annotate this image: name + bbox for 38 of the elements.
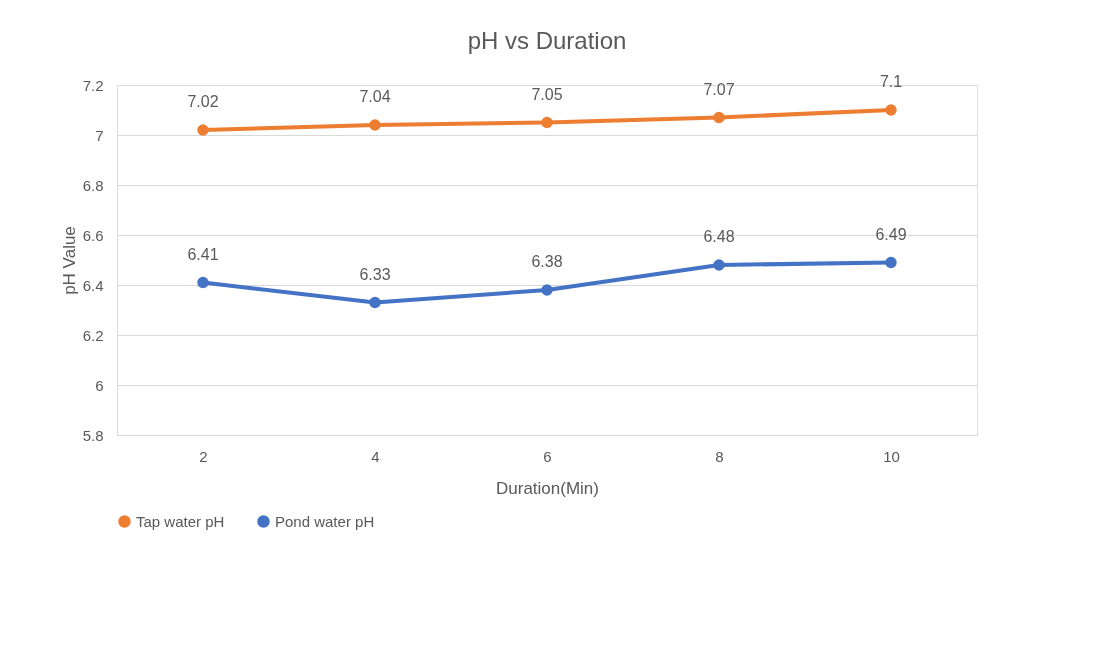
point [541, 116, 553, 129]
y-tick-label: 6.2 [82, 326, 104, 344]
data-label: 7.07 [703, 80, 735, 98]
point [197, 276, 209, 289]
point [369, 296, 381, 309]
point [541, 284, 553, 296]
data-label: 6.33 [359, 265, 391, 283]
x-tick-label: 10 [883, 447, 900, 465]
point [713, 111, 725, 124]
data-label: 7.05 [531, 85, 563, 103]
y-tick-label: 6.4 [82, 276, 104, 294]
y-tick-label: 7 [95, 126, 104, 144]
legend-label: Pond water pH [275, 512, 375, 530]
x-tick-label: 8 [715, 447, 724, 465]
data-label: 7.1 [879, 73, 903, 90]
legend-label: Tap water pH [136, 512, 225, 530]
point [713, 259, 725, 271]
x-tick-label: 4 [371, 447, 380, 465]
y-axis-title: pH Value [59, 226, 79, 295]
y-tick-label: 6.6 [82, 226, 104, 244]
data-label: 7.04 [359, 88, 391, 105]
point [369, 119, 381, 131]
data-label: 6.49 [875, 225, 907, 243]
x-tick-label: 6 [543, 447, 552, 465]
data-label: 6.38 [531, 253, 563, 270]
chart-title: pH vs Duration [467, 27, 627, 54]
point [885, 256, 897, 269]
data-label: 6.48 [703, 228, 735, 245]
y-tick-label: 6.8 [82, 176, 104, 194]
x-axis-title: Duration(Min) [496, 478, 599, 498]
y-tick-label: 6 [95, 376, 104, 394]
y-tick-label: 5.8 [82, 426, 104, 444]
data-label: 6.41 [187, 245, 219, 263]
y-tick-label: 7.2 [82, 76, 104, 94]
x-tick-label: 2 [199, 447, 208, 465]
point [885, 104, 897, 116]
point [197, 124, 209, 136]
data-label: 7.02 [187, 93, 219, 110]
